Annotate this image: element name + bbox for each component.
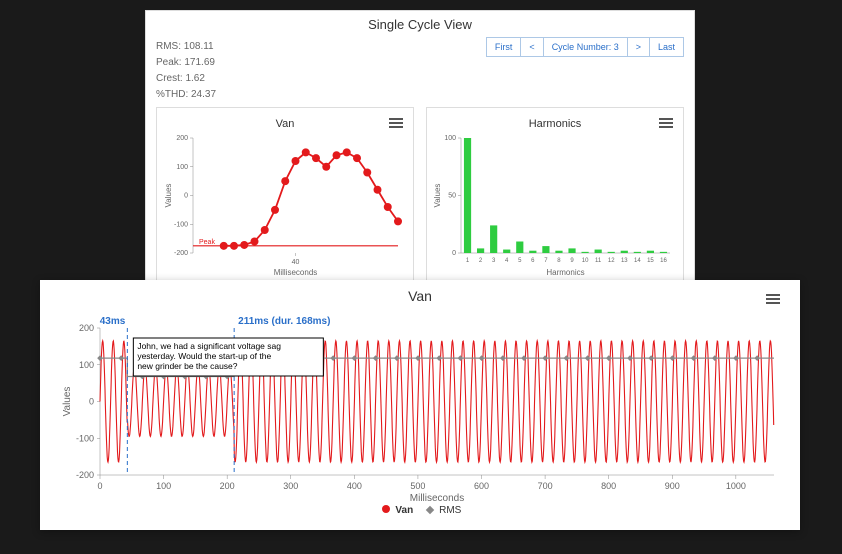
svg-text:800: 800 xyxy=(601,481,616,491)
svg-text:100: 100 xyxy=(444,135,456,142)
cycle-number-button[interactable]: Cycle Number: 3 xyxy=(543,37,628,57)
svg-text:7: 7 xyxy=(544,258,548,264)
svg-text:12: 12 xyxy=(608,258,615,264)
svg-text:1: 1 xyxy=(466,258,470,264)
svg-text:50: 50 xyxy=(448,193,456,200)
svg-text:-100: -100 xyxy=(174,221,188,228)
svg-text:0: 0 xyxy=(452,250,456,257)
svg-text:Values: Values xyxy=(164,184,173,208)
chart-menu-icon[interactable] xyxy=(659,118,673,130)
first-button[interactable]: First xyxy=(486,37,522,57)
legend-van-label: Van xyxy=(395,505,413,516)
svg-text:13: 13 xyxy=(621,258,628,264)
svg-text:14: 14 xyxy=(634,258,641,264)
svg-text:400: 400 xyxy=(347,481,362,491)
svg-text:-100: -100 xyxy=(76,433,94,443)
svg-text:40: 40 xyxy=(292,259,300,266)
svg-text:2: 2 xyxy=(479,258,483,264)
chart-legend: Van RMS xyxy=(58,505,782,516)
svg-text:200: 200 xyxy=(79,323,94,333)
svg-text:300: 300 xyxy=(283,481,298,491)
svg-text:16: 16 xyxy=(660,258,667,264)
svg-text:15: 15 xyxy=(647,258,654,264)
svg-text:5: 5 xyxy=(518,258,522,264)
svg-text:Milliseconds: Milliseconds xyxy=(410,493,464,503)
harmonics-chart-svg: 05010012345678910111213141516ValuesHarmo… xyxy=(431,134,676,279)
svg-text:0: 0 xyxy=(184,193,188,200)
svg-text:9: 9 xyxy=(570,258,574,264)
harmonics-chart-title: Harmonics xyxy=(431,118,679,130)
next-button[interactable]: > xyxy=(627,37,650,57)
svg-text:4: 4 xyxy=(505,258,509,264)
svg-text:500: 500 xyxy=(410,481,425,491)
svg-text:-200: -200 xyxy=(174,250,188,257)
svg-text:100: 100 xyxy=(176,164,188,171)
harmonics-chart: Harmonics 05010012345678910111213141516V… xyxy=(426,107,684,284)
chart-menu-icon[interactable] xyxy=(389,118,403,130)
svg-text:900: 900 xyxy=(665,481,680,491)
legend-rms-swatch xyxy=(426,506,434,514)
svg-text:200: 200 xyxy=(220,481,235,491)
stat-crest: Crest: 1.62 xyxy=(156,71,216,87)
van-chart-svg: -200 -100 0 100 200 40 Peak Values Milliseconds xyxy=(161,134,406,279)
panel-title: Single Cycle View xyxy=(156,17,684,32)
svg-text:Values: Values xyxy=(62,387,73,417)
svg-text:0: 0 xyxy=(97,481,102,491)
svg-text:8: 8 xyxy=(557,258,561,264)
svg-text:200: 200 xyxy=(176,135,188,142)
svg-text:100: 100 xyxy=(156,481,171,491)
svg-text:3: 3 xyxy=(492,258,496,264)
svg-text:100: 100 xyxy=(79,360,94,370)
main-van-panel: Van -200 -100 0 100 200 0 100 200 300 400 500 600 70… xyxy=(40,280,800,530)
svg-text:6: 6 xyxy=(531,258,535,264)
svg-text:600: 600 xyxy=(474,481,489,491)
svg-text:10: 10 xyxy=(582,258,589,264)
stat-peak: Peak: 171.69 xyxy=(156,55,216,71)
chart-menu-icon[interactable] xyxy=(766,294,780,306)
svg-text:-200: -200 xyxy=(76,470,94,480)
svg-text:Values: Values xyxy=(433,184,442,208)
svg-text:700: 700 xyxy=(538,481,553,491)
legend-rms-label: RMS xyxy=(439,505,461,516)
legend-van-swatch xyxy=(382,505,390,513)
svg-text:Milliseconds: Milliseconds xyxy=(274,268,318,277)
prev-button[interactable]: < xyxy=(520,37,543,57)
last-button[interactable]: Last xyxy=(649,37,684,57)
svg-text:Peak: Peak xyxy=(199,239,215,246)
svg-text:211ms (dur. 168ms): 211ms (dur. 168ms) xyxy=(238,316,330,327)
main-chart-svg: -200 -100 0 100 200 0 100 200 300 400 500 600 700 800… xyxy=(58,308,782,503)
svg-text:11: 11 xyxy=(595,258,602,264)
svg-text:Harmonics: Harmonics xyxy=(546,268,584,277)
cycle-navigation: First < Cycle Number: 3 > Last xyxy=(486,37,684,57)
stat-rms: RMS: 108.11 xyxy=(156,39,216,55)
stats-block: RMS: 108.11 Peak: 171.69 Crest: 1.62 %TH… xyxy=(156,39,216,103)
van-chart-title: Van xyxy=(161,118,409,130)
single-cycle-panel: Single Cycle View RMS: 108.11 Peak: 171.… xyxy=(145,10,695,295)
svg-text:1000: 1000 xyxy=(726,481,746,491)
main-chart-title: Van xyxy=(58,288,782,304)
van-cycle-chart: Van -200 -100 0 100 200 40 Peak Values Milliseco… xyxy=(156,107,414,284)
svg-text:0: 0 xyxy=(89,397,94,407)
stat-thd: %THD: 24.37 xyxy=(156,87,216,103)
svg-text:43ms: 43ms xyxy=(100,316,126,327)
